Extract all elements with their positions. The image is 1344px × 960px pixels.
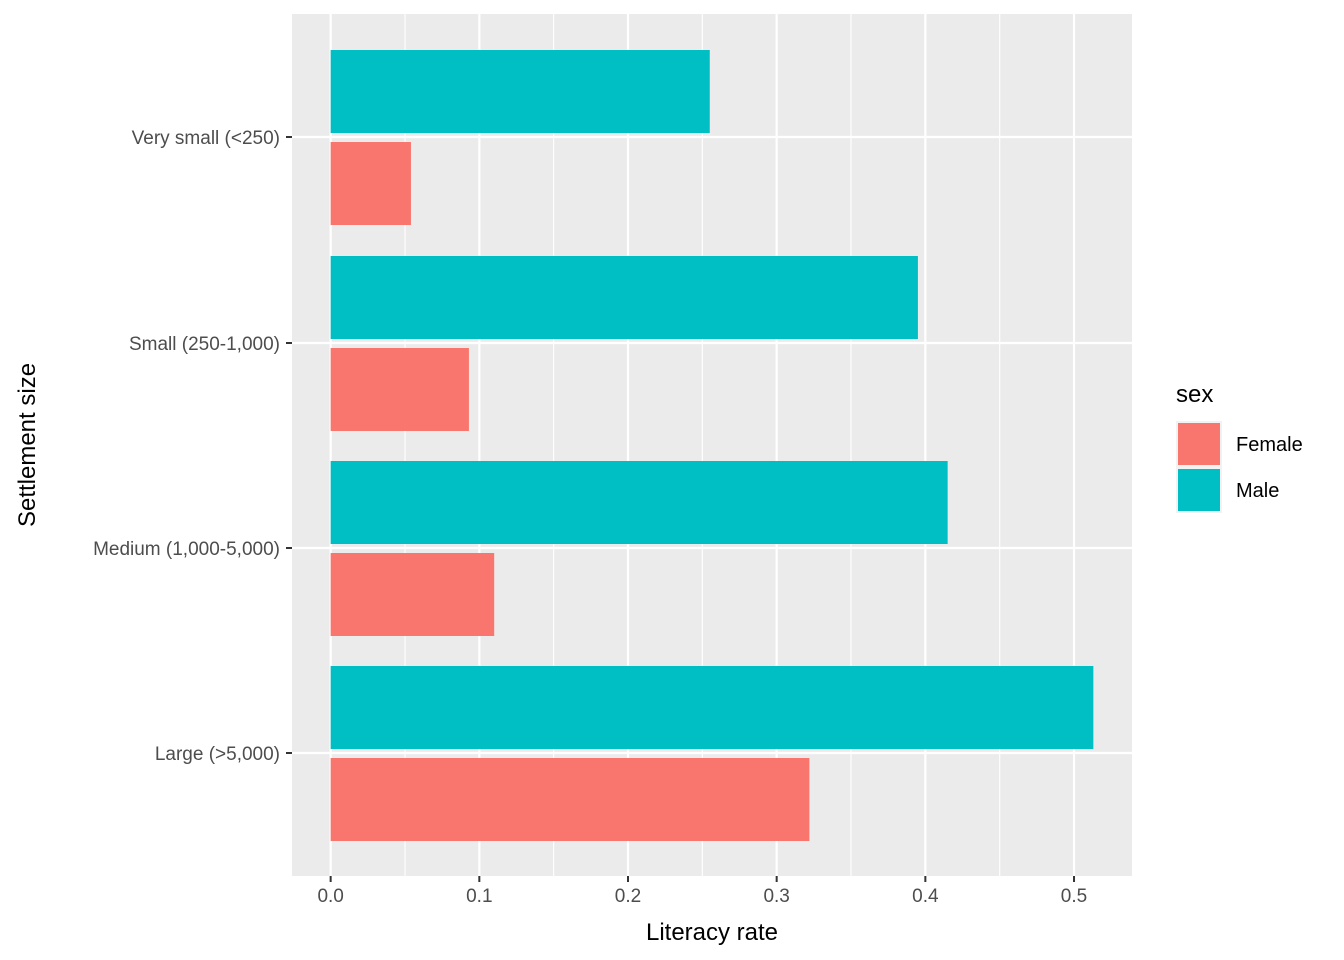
bar-female <box>330 348 469 431</box>
x-axis: 0.0 0.1 0.2 0.3 0.4 0.5 <box>317 876 1087 907</box>
legend-label: Male <box>1236 480 1279 502</box>
bar-male <box>330 666 1094 749</box>
bar-male <box>330 50 710 133</box>
y-tick-label: Small (250-1,000) <box>129 334 280 355</box>
bar-female <box>330 553 495 636</box>
x-tick-label: 0.1 <box>466 886 492 907</box>
x-tick-label: 0.4 <box>912 886 939 907</box>
y-tick-label: Very small (<250) <box>132 128 280 149</box>
bar-female <box>330 142 411 225</box>
legend-title: sex <box>1176 381 1213 408</box>
legend: sex Female Male <box>1176 381 1303 513</box>
x-tick-label: 0.3 <box>763 886 789 907</box>
x-tick-label: 0.0 <box>317 886 343 907</box>
legend-swatch-female <box>1178 423 1220 465</box>
bar-female <box>330 758 810 841</box>
bar-male <box>330 461 948 544</box>
legend-label: Female <box>1236 434 1303 456</box>
x-tick-label: 0.5 <box>1061 886 1087 907</box>
x-tick-label: 0.2 <box>615 886 641 907</box>
legend-swatch-male <box>1178 469 1220 511</box>
y-axis: Very small (<250) Small (250-1,000) Medium… <box>93 128 292 765</box>
y-axis-title: Settlement size <box>14 363 41 527</box>
bar-male <box>330 256 918 339</box>
y-tick-label: Medium (1,000-5,000) <box>93 539 280 560</box>
bars <box>330 50 1094 841</box>
y-tick-label: Large (>5,000) <box>155 744 280 765</box>
x-axis-title: Literacy rate <box>646 919 778 946</box>
